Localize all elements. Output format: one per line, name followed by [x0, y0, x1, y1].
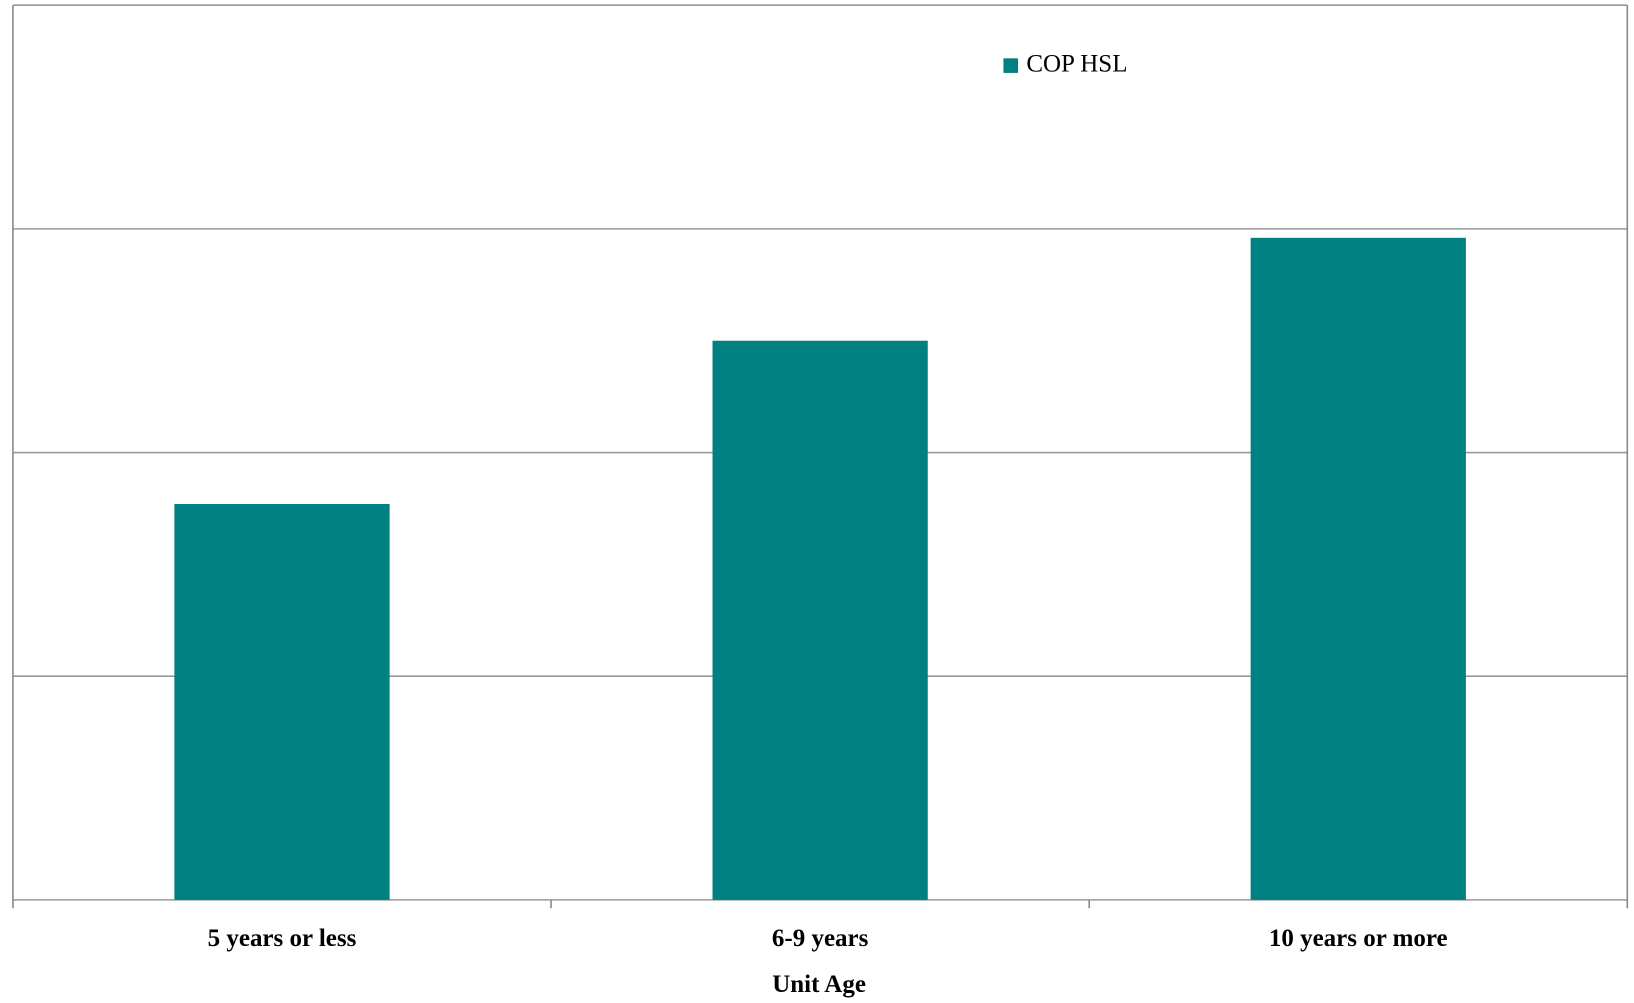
- legend-swatch: [1003, 58, 1019, 73]
- x-tick-label: 6-9 years: [772, 925, 869, 952]
- x-axis-title: Unit Age: [772, 971, 866, 998]
- x-tick-label: 5 years or less: [208, 925, 357, 952]
- bar: [712, 340, 928, 900]
- legend-label: COP HSL: [1026, 50, 1127, 77]
- bar: [174, 503, 390, 900]
- bar: [1250, 237, 1466, 900]
- x-tick-label: 10 years or more: [1269, 925, 1448, 952]
